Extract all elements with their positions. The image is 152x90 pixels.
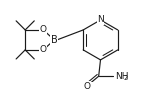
Text: O: O bbox=[83, 82, 90, 90]
Text: B: B bbox=[51, 35, 58, 45]
Text: 2: 2 bbox=[124, 75, 128, 81]
Text: N: N bbox=[97, 15, 104, 24]
Text: NH: NH bbox=[115, 72, 128, 81]
Text: O: O bbox=[40, 45, 47, 54]
Text: O: O bbox=[40, 25, 47, 34]
